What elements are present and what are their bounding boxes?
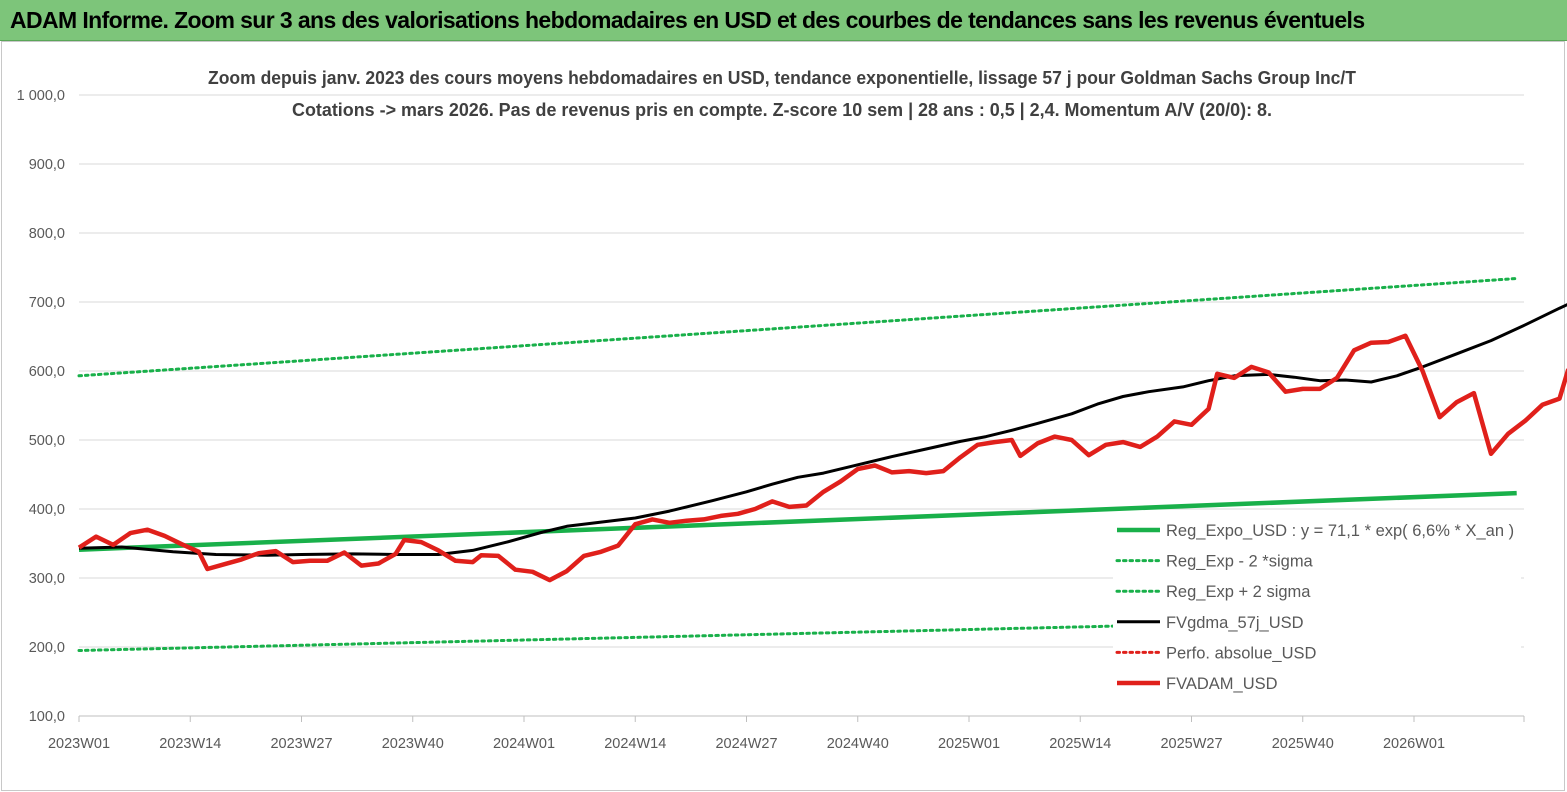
legend-label: Reg_Exp - 2 *sigma bbox=[1166, 553, 1314, 571]
y-tick-label: 200,0 bbox=[29, 640, 65, 656]
y-tick-label: 300,0 bbox=[29, 571, 65, 587]
legend-label: Perfo. absolue_USD bbox=[1166, 644, 1317, 662]
x-tick-label: 2023W14 bbox=[159, 736, 221, 752]
series-line-fvadam-usd bbox=[77, 333, 1567, 583]
series-line-fvgdma-57j-usd bbox=[78, 303, 1567, 557]
y-tick-label: 400,0 bbox=[29, 502, 65, 518]
x-tick-label: 2024W14 bbox=[604, 736, 666, 752]
y-tick-label: 500,0 bbox=[29, 433, 65, 449]
legend-label: FVADAM_USD bbox=[1166, 675, 1278, 693]
y-tick-label: 1 000,0 bbox=[17, 88, 65, 104]
x-tick-label: 2023W01 bbox=[48, 736, 110, 752]
y-tick-label: 600,0 bbox=[29, 364, 65, 380]
chart-frame bbox=[1, 41, 1565, 791]
chart-title: Zoom depuis janv. 2023 des cours moyens … bbox=[208, 67, 1357, 88]
chart-subtitle: Cotations -> mars 2026. Pas de revenus p… bbox=[292, 99, 1272, 120]
y-tick-label: 700,0 bbox=[29, 295, 65, 311]
chart-gridlines bbox=[79, 94, 1524, 648]
x-tick-label: 2024W27 bbox=[715, 736, 777, 752]
report-banner: ADAM Informe. Zoom sur 3 ans des valoris… bbox=[0, 0, 1567, 41]
legend-box bbox=[1113, 513, 1521, 703]
x-tick-label: 2025W14 bbox=[1049, 736, 1111, 752]
legend-label: Reg_Expo_USD : y = 71,1 * exp( 6,6% * X_… bbox=[1166, 522, 1514, 540]
x-tick-label: 2024W40 bbox=[827, 736, 889, 752]
report-title: ADAM Informe. Zoom sur 3 ans des valoris… bbox=[10, 7, 1365, 33]
series-line-reg-expo-usd-y-71-1-exp-6-6-x-an bbox=[78, 490, 1517, 552]
legend-label: FVgdma_57j_USD bbox=[1166, 614, 1304, 632]
x-tick-label: 2023W40 bbox=[382, 736, 444, 752]
y-axis-tick-labels: 100,0 200,0 300,0 400,0 500,0 600,0 700,0 800,0… bbox=[17, 88, 65, 725]
x-tick-label: 2025W27 bbox=[1160, 736, 1222, 752]
series-line-reg-exp-2-sigma bbox=[77, 277, 1519, 378]
x-tick-label: 2025W40 bbox=[1272, 736, 1334, 752]
y-tick-label: 800,0 bbox=[29, 226, 65, 242]
x-tick-label: 2026W01 bbox=[1383, 736, 1445, 752]
y-tick-label: 100,0 bbox=[29, 709, 65, 725]
x-tick-label: 2023W27 bbox=[270, 736, 332, 752]
chart-legend: Reg_Expo_USD : y = 71,1 * exp( 6,6% * X_… bbox=[1113, 513, 1521, 703]
x-axis: 2023W01 2023W14 2023W27 2023W40 2024W01 2024W… bbox=[48, 715, 1525, 752]
y-tick-label: 900,0 bbox=[29, 157, 65, 173]
legend-label: Reg_Exp + 2 sigma bbox=[1166, 583, 1311, 601]
x-tick-label: 2025W01 bbox=[938, 736, 1000, 752]
x-tick-label: 2024W01 bbox=[493, 736, 555, 752]
